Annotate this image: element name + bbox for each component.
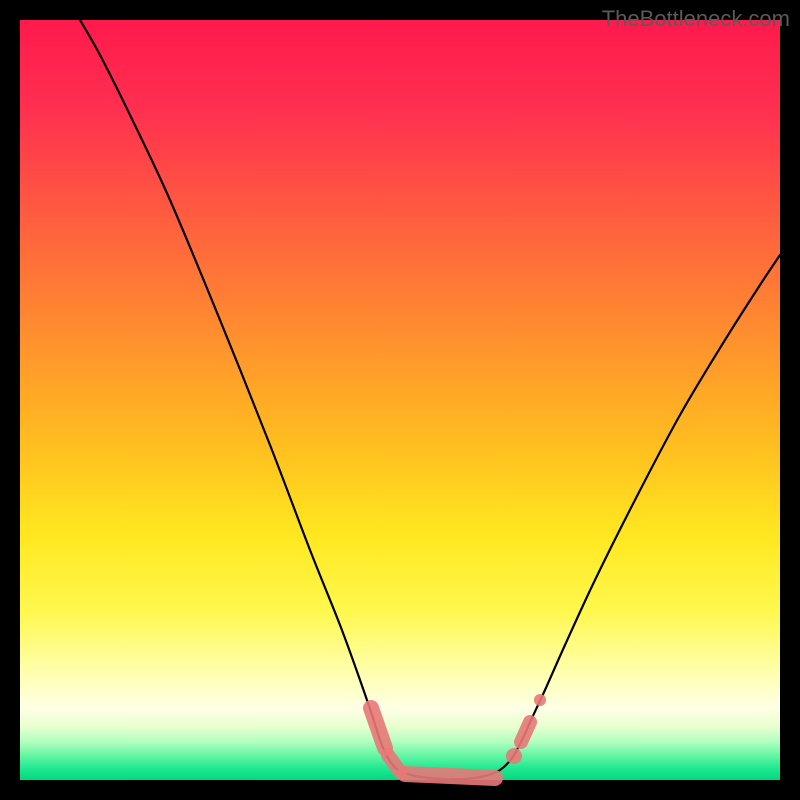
- curve-marker: [506, 748, 522, 764]
- plot-background: [20, 20, 780, 780]
- curve-marker: [521, 722, 530, 742]
- watermark-text: TheBottleneck.com: [602, 6, 790, 31]
- curve-marker: [405, 774, 495, 778]
- curve-marker: [388, 755, 400, 772]
- bottleneck-curve-chart: TheBottleneck.com: [0, 0, 800, 800]
- curve-marker: [534, 694, 546, 706]
